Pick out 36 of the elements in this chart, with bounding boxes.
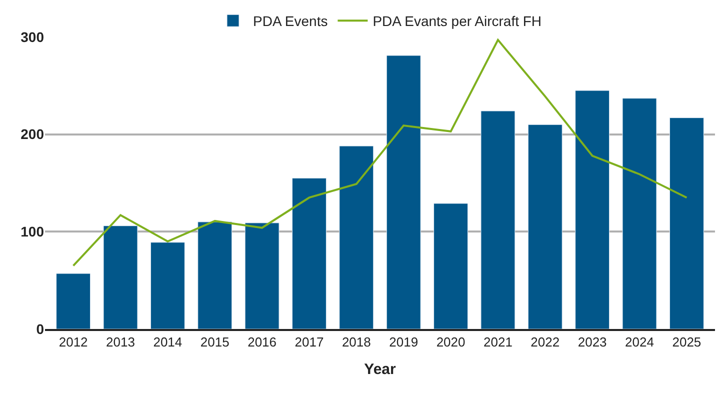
bar [339,146,374,329]
legend-label: PDA Events [253,13,328,30]
x-tick-label: 2012 [58,334,88,350]
x-tick-label: 2017 [294,334,324,350]
bar [575,90,610,329]
bar [669,118,704,329]
x-tick-label: 2021 [484,334,512,350]
y-tick-label: 300 [20,28,44,45]
bar [244,222,280,329]
x-tick-label: 2023 [578,334,607,350]
bar [292,178,326,329]
x-tick-label: 2020 [436,334,466,350]
x-axis-title: Year [364,361,396,378]
x-tick-label: 2024 [625,334,654,350]
x-tick-label: 2018 [342,334,371,350]
x-tick-label: 2025 [672,334,702,350]
bar [56,273,91,329]
bar [528,124,562,329]
y-tick-label: 200 [20,126,44,142]
y-tick-label: 100 [20,224,44,240]
x-tick-label: 2015 [200,334,230,350]
bar [434,203,468,329]
x-tick-label: 2019 [389,334,418,350]
bar [386,55,421,329]
bar [622,98,657,329]
bar [150,242,185,329]
y-tick-label: 0 [36,320,44,337]
legend-label: PDA Evants per Aircraft FH [372,13,542,30]
x-tick-label: 2014 [153,334,182,350]
bar [480,110,516,329]
bar [198,222,232,329]
x-tick-label: 2016 [248,334,276,350]
bar [103,226,138,329]
x-tick-label: 2013 [106,334,135,350]
line-series [72,38,688,267]
x-tick-label: 2022 [530,334,560,350]
